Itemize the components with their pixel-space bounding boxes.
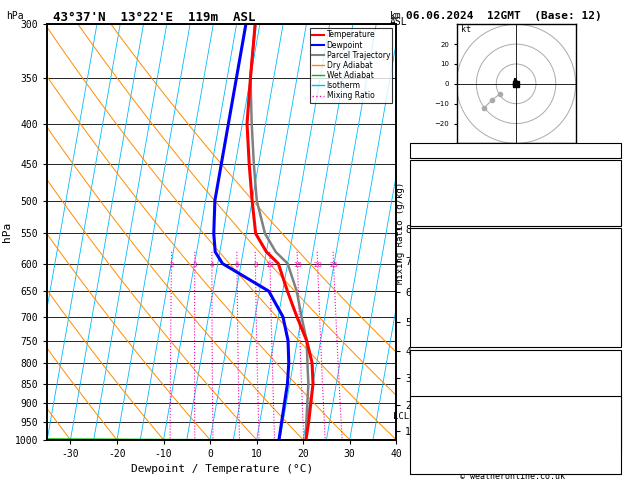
Text: 5: 5 (611, 463, 617, 473)
Text: SREH: SREH (415, 432, 438, 442)
Text: 323: 323 (599, 284, 617, 294)
Text: CAPE (J): CAPE (J) (415, 319, 462, 329)
Text: 6: 6 (235, 262, 239, 268)
Text: 15: 15 (293, 262, 302, 268)
Text: 25: 25 (329, 262, 338, 268)
Text: 3: 3 (611, 432, 617, 442)
Text: 4: 4 (209, 262, 214, 268)
Text: 2.24: 2.24 (594, 210, 617, 220)
Text: Most Unstable: Most Unstable (477, 354, 554, 364)
Text: Totals Totals: Totals Totals (415, 188, 491, 198)
Text: 0: 0 (611, 416, 617, 426)
Text: θₑ(K): θₑ(K) (415, 284, 445, 294)
Text: 4: 4 (611, 406, 617, 416)
Text: 06.06.2024  12GMT  (Base: 12): 06.06.2024 12GMT (Base: 12) (406, 11, 601, 21)
Text: CIN (J): CIN (J) (415, 441, 456, 451)
Text: 0: 0 (611, 336, 617, 346)
Text: Dewp (°C): Dewp (°C) (415, 266, 468, 277)
Text: Surface: Surface (495, 232, 536, 242)
X-axis label: Dewpoint / Temperature (°C): Dewpoint / Temperature (°C) (131, 465, 313, 474)
Text: 20.6: 20.6 (594, 249, 617, 259)
Text: 323: 323 (599, 388, 617, 398)
Text: LCL: LCL (393, 412, 409, 421)
Text: 4: 4 (611, 301, 617, 312)
Text: 2: 2 (169, 262, 174, 268)
Text: © weatheronline.co.uk: © weatheronline.co.uk (460, 472, 565, 481)
Text: 14.8: 14.8 (594, 266, 617, 277)
Y-axis label: hPa: hPa (2, 222, 12, 242)
Text: StmDir: StmDir (415, 448, 450, 458)
Text: Hodograph: Hodograph (489, 146, 542, 156)
Text: Hodograph: Hodograph (489, 400, 542, 410)
Text: K: K (415, 166, 421, 176)
Text: 0: 0 (611, 423, 617, 433)
Text: EH: EH (415, 416, 427, 426)
Text: 20: 20 (313, 262, 322, 268)
Text: Temp (°C): Temp (°C) (415, 249, 468, 259)
Text: Pressure (mb): Pressure (mb) (415, 371, 491, 381)
Text: 0: 0 (611, 441, 617, 451)
Text: 346°: 346° (594, 448, 617, 458)
Text: Mixing Ratio (g/kg): Mixing Ratio (g/kg) (396, 182, 405, 284)
Text: 8: 8 (253, 262, 258, 268)
Text: ASL: ASL (390, 17, 408, 27)
Text: Lifted Index: Lifted Index (415, 301, 486, 312)
Text: θₑ (K): θₑ (K) (415, 388, 450, 398)
Text: CIN (J): CIN (J) (415, 336, 456, 346)
Text: 43°37'N  13°22'E  119m  ASL: 43°37'N 13°22'E 119m ASL (53, 11, 256, 24)
Text: 1004: 1004 (594, 371, 617, 381)
Legend: Temperature, Dewpoint, Parcel Trajectory, Dry Adiabat, Wet Adiabat, Isotherm, Mi: Temperature, Dewpoint, Parcel Trajectory… (310, 28, 392, 103)
Text: Lifted Index: Lifted Index (415, 406, 486, 416)
Text: km: km (390, 11, 402, 21)
Text: kt: kt (460, 25, 470, 34)
Text: 3: 3 (192, 262, 197, 268)
Text: 41: 41 (605, 188, 617, 198)
Text: PW (cm): PW (cm) (415, 210, 456, 220)
Text: StmSpd (kt): StmSpd (kt) (415, 463, 480, 473)
Text: CAPE (J): CAPE (J) (415, 423, 462, 433)
Text: hPa: hPa (6, 11, 24, 21)
Text: 0: 0 (611, 319, 617, 329)
Text: 12: 12 (605, 166, 617, 176)
Text: 10: 10 (265, 262, 274, 268)
